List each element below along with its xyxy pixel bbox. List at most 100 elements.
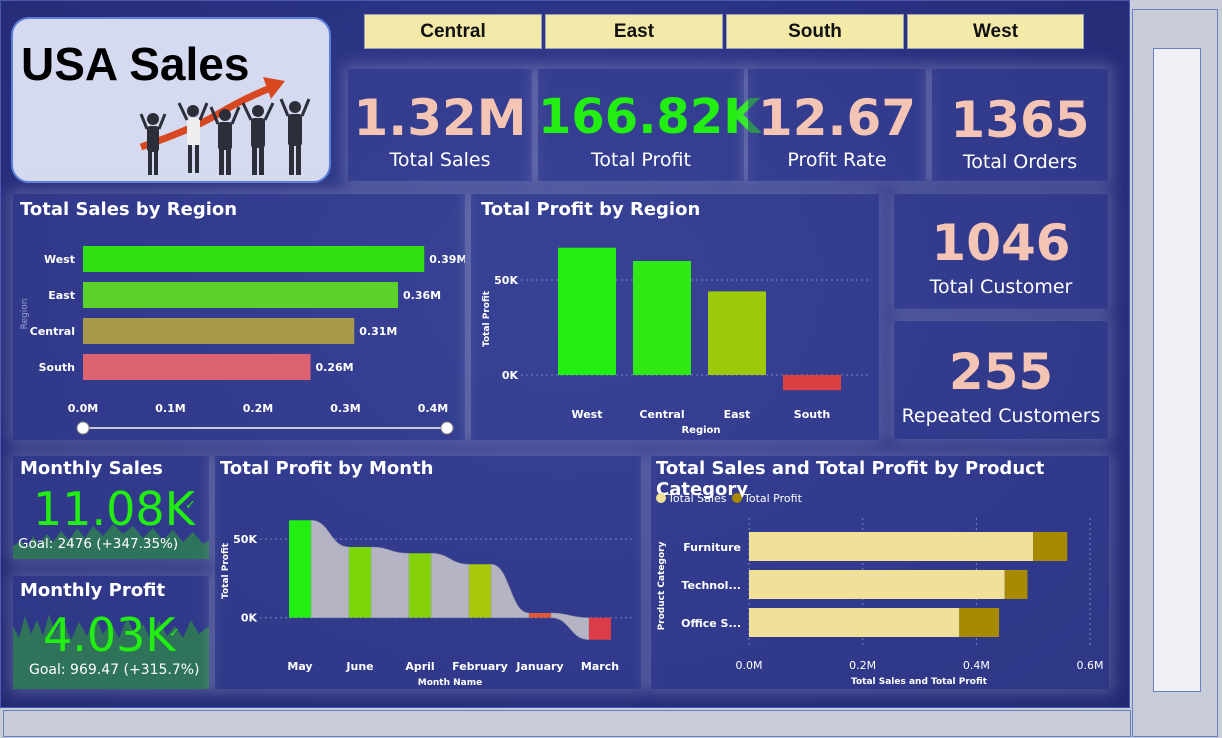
profit-by-month-card: Total Profit by Month 50K 0K Total Profit M… [215,456,641,689]
people-arrow-graphic [139,77,311,175]
monthly-profit-card: Monthly Profit 4.03K ✓ Goal: 969.47 (+31… [13,576,209,689]
profit-by-region-chart: 50K 0K Total Profit West Central East South Reg… [482,247,871,436]
slicer-central[interactable]: Central [364,14,542,49]
category-chart: Total Sales Total Profit 0.0M 0.2M 0.4M 0.6M P… [656,492,1104,687]
category-bar-segment [749,570,1005,599]
profit-month-bar [469,564,491,618]
sales-by-region-chart: Region West 0.39M East 0.36M Central 0.31M Sout… [20,246,465,435]
profit-month-category-label: April [405,660,434,673]
profit-month-bar [529,613,551,618]
profit-region-xlabel: Region [681,425,720,436]
category-xtick: 0.4M [963,659,990,672]
category-ylabel: Product Category [657,541,667,630]
profit-region-ytick: 50K [494,274,518,287]
sales-region-value-label: 0.31M [359,325,397,338]
profit-month-ylabel: Total Profit [221,542,231,599]
profit-region-category-label: Central [639,408,684,421]
sales-region-bar [83,354,311,380]
profit-month-xlabel: Month Name [418,678,482,688]
sales-region-category-label: West [44,253,75,266]
category-bar-segment [749,532,1034,561]
arrow-head [263,77,285,99]
range-slider-handle-left [76,421,90,435]
profit-month-category-label: March [581,660,619,673]
profit-month-bar [589,617,611,640]
category-card: Total Sales and Total Profit by Product … [651,456,1109,689]
profit-region-bar [633,261,691,375]
category-bar-segment [1004,570,1028,599]
profit-month-bar [289,520,311,618]
kpi-total-sales: 1.32M Total Sales [348,69,532,181]
profit-by-region-title: Total Profit by Region [481,199,701,220]
total-customer-value: 1046 [931,214,1071,272]
category-bar-segment [1033,532,1068,561]
sales-region-category-label: South [39,361,75,374]
category-legend-swatch [656,493,666,503]
category-title: Total Sales and Total Profit by Product … [656,458,1045,500]
profit-month-ribbon [490,563,530,619]
profit-month-ribbon [550,612,590,641]
monthly-sales-check-icon: ✓ [185,498,196,513]
dashboard-title: USA Sales [21,38,250,90]
profit-by-month-title: Total Profit by Month [220,458,434,479]
monthly-profit-value: 4.03K [43,608,176,662]
sales-region-bar [83,282,398,308]
sales-region-xtick: 0.2M [243,402,273,415]
sales-region-xtick: 0.0M [68,402,98,415]
sales-region-category-label: East [48,289,75,302]
kpi-repeated-customers: 255 Repeated Customers [894,321,1108,439]
sales-region-value-label: 0.39M [429,253,465,266]
logo-card: USA Sales [11,17,331,183]
profit-month-bar [349,547,371,618]
category-xtick: 0.6M [1077,659,1104,672]
monthly-sales-goal: Goal: 2476 (+347.35%) [18,536,179,552]
monthly-sales-card: Monthly Sales 11.08K ✓ Goal: 2476 (+347.… [13,456,209,559]
total-orders-label: Total Orders [962,151,1078,173]
repeated-customers-label: Repeated Customers [901,405,1101,427]
sales-region-bar [83,246,425,272]
profit-region-ytick: 0K [502,369,519,382]
profit-region-category-label: South [794,408,830,421]
total-customer-label: Total Customer [929,276,1073,298]
category-legend-swatch [732,493,742,503]
profit-month-category-label: May [287,660,312,673]
monthly-sales-value: 11.08K [33,482,195,536]
profit-month-ytick: 50K [233,533,257,546]
profit-month-ribbon [370,546,410,619]
profit-by-month-chart: 50K 0K Total Profit May June April February Jan… [221,519,635,688]
category-label: Technol... [681,579,741,592]
category-label: Furniture [683,541,741,554]
sales-region-category-label: Central [30,325,75,338]
slicer-west[interactable]: West [907,14,1084,49]
vertical-scrollbar-thumb[interactable] [1153,48,1201,692]
sales-by-region-title: Total Sales by Region [20,199,238,220]
category-bar-segment [749,608,960,637]
range-slider-handle-right [440,421,454,435]
slicer-east[interactable]: East [545,14,723,49]
category-legend-label: Total Profit [743,492,803,505]
monthly-sales-sparkline [13,524,209,559]
slicer-south[interactable]: South [726,14,904,49]
category-xtick: 0.2M [849,659,876,672]
sales-region-xtick: 0.3M [330,402,360,415]
sales-by-region-card: Total Sales by Region Region West 0.39M Eas… [13,194,465,440]
category-xtick: 0.0M [736,659,763,672]
horizontal-scrollbar[interactable] [3,710,1131,737]
profit-region-bar [783,375,841,391]
sales-region-xtick: 0.1M [155,402,185,415]
profit-month-category-label: June [345,660,373,673]
total-sales-label: Total Sales [389,149,491,171]
profit-region-ylabel: Total Profit [482,290,492,347]
dashboard-canvas: USA Sales Central East South [0,0,1130,708]
sales-region-bar [83,318,355,344]
profit-region-bar [708,291,766,375]
profit-month-ytick: 0K [241,612,258,625]
sales-region-value-label: 0.36M [403,289,441,302]
total-orders-value: 1365 [950,91,1090,149]
monthly-sales-title: Monthly Sales [20,458,163,479]
sales-region-value-label: 0.26M [316,361,354,374]
profit-rate-label: Profit Rate [787,149,887,171]
profit-region-category-label: East [724,408,751,421]
arrow-line [139,85,270,151]
profit-month-ribbon [310,519,350,619]
